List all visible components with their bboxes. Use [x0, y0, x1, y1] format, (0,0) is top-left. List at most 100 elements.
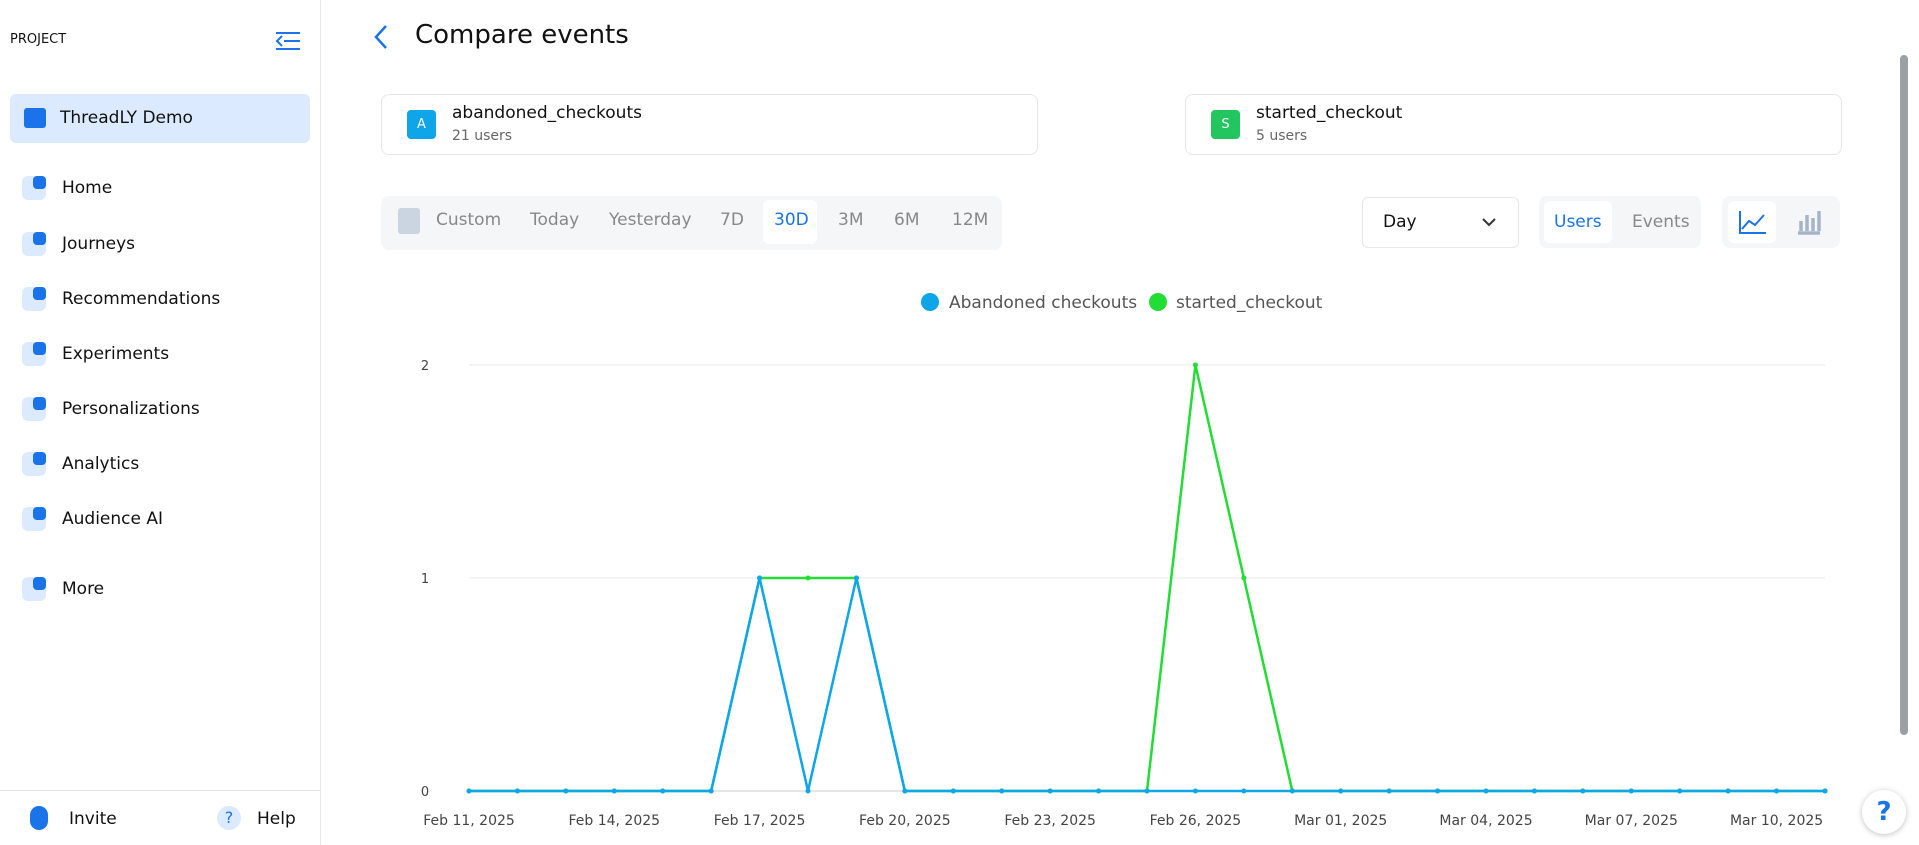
data-point	[708, 788, 714, 794]
nav-label: More	[62, 579, 105, 599]
legend-marker	[921, 293, 939, 311]
data-point	[1241, 575, 1247, 581]
x-tick-label: Feb 26, 2025	[1150, 813, 1242, 829]
metric-events[interactable]: Events	[1632, 212, 1690, 232]
range-button[interactable]: 30D	[774, 210, 809, 230]
data-point	[1435, 788, 1441, 794]
data-point	[563, 788, 569, 794]
data-point	[514, 788, 520, 794]
nav-icon	[22, 577, 46, 601]
nav-item[interactable]: Personalizations	[22, 397, 200, 421]
x-tick-label: Feb 14, 2025	[568, 813, 660, 829]
y-tick-label: 2	[421, 359, 429, 374]
calendar-icon	[398, 208, 420, 234]
data-point	[1289, 788, 1295, 794]
range-button[interactable]: 12M	[952, 210, 989, 230]
range-active-bg	[763, 200, 817, 244]
nav-icon	[22, 507, 46, 531]
data-point	[1580, 788, 1586, 794]
nav-item[interactable]: Audience AI	[22, 507, 163, 531]
nav-label: Experiments	[62, 344, 170, 364]
nav-icon	[22, 452, 46, 476]
nav-item[interactable]: Analytics	[22, 452, 139, 476]
legend-label: started_checkout	[1176, 293, 1323, 313]
event-name: abandoned_checkouts	[452, 103, 642, 123]
data-point	[757, 575, 763, 581]
line-chart-button[interactable]	[1728, 201, 1776, 243]
nav-label: Personalizations	[62, 399, 200, 419]
help-button[interactable]: Help	[257, 809, 296, 829]
data-point	[1192, 788, 1198, 794]
nav-label: Recommendations	[62, 289, 221, 309]
nav-item[interactable]: Journeys	[22, 232, 135, 256]
bar-chart-button[interactable]	[1784, 201, 1832, 243]
nav-label: Analytics	[62, 454, 140, 474]
x-tick-label: Feb 23, 2025	[1004, 813, 1096, 829]
nav-item[interactable]: Experiments	[22, 342, 169, 366]
help-icon: ?	[217, 806, 241, 830]
y-tick-label: 0	[421, 785, 429, 800]
nav-icon	[22, 397, 46, 421]
data-point	[902, 788, 908, 794]
footer-divider	[0, 790, 320, 791]
range-button[interactable]: 3M	[838, 210, 864, 230]
invite-icon	[30, 806, 48, 830]
x-tick-label: Feb 20, 2025	[859, 813, 951, 829]
chart-type-toggle	[1722, 196, 1840, 248]
nav-label: Journeys	[62, 234, 136, 254]
data-point	[611, 788, 617, 794]
event-name: started_checkout	[1256, 103, 1403, 123]
range-button[interactable]: 6M	[894, 210, 920, 230]
range-button[interactable]: Custom	[436, 210, 502, 230]
legend-marker	[1149, 293, 1167, 311]
support-button[interactable]: ?	[1862, 790, 1906, 834]
data-point	[1192, 362, 1198, 368]
range-button[interactable]: Today	[530, 210, 580, 230]
data-point	[1822, 788, 1828, 794]
event-badge: A	[407, 110, 436, 139]
project-selector[interactable]: ThreadLY Demo	[10, 94, 310, 143]
x-tick-label: Mar 04, 2025	[1439, 813, 1532, 829]
x-tick-label: Mar 10, 2025	[1730, 813, 1823, 829]
data-point	[853, 575, 859, 581]
nav-item[interactable]: Home	[22, 176, 112, 200]
sidebar: PROJECT ThreadLY Demo Home Journeys Recomm…	[0, 0, 321, 845]
data-point	[1241, 788, 1247, 794]
x-tick-label: Feb 11, 2025	[423, 813, 515, 829]
invite-button[interactable]: Invite	[69, 809, 117, 829]
data-point	[1144, 788, 1150, 794]
range-button[interactable]: 7D	[720, 210, 744, 230]
nav-item[interactable]: More	[22, 577, 104, 601]
back-button[interactable]	[372, 24, 390, 50]
event-badge: S	[1211, 110, 1240, 139]
data-point	[1628, 788, 1634, 794]
legend-label: Abandoned checkouts	[949, 293, 1137, 313]
nav-label: Home	[62, 178, 113, 198]
data-point	[1483, 788, 1489, 794]
event-users: 21 users	[452, 128, 513, 144]
range-button[interactable]: Yesterday	[609, 210, 692, 230]
granularity-dropdown[interactable]: Day	[1362, 197, 1519, 248]
nav-label: Audience AI	[62, 509, 164, 529]
data-point	[466, 788, 472, 794]
range-bar	[381, 196, 1002, 250]
data-point	[805, 575, 811, 581]
scrollbar	[1900, 55, 1908, 735]
folder-icon	[24, 108, 46, 128]
data-point	[950, 788, 956, 794]
data-point	[1047, 788, 1053, 794]
data-point	[805, 788, 811, 794]
nav-item[interactable]: Recommendations	[22, 287, 220, 311]
x-tick-label: Mar 01, 2025	[1294, 813, 1387, 829]
data-point	[660, 788, 666, 794]
granularity-value: Day	[1383, 212, 1417, 232]
data-point	[1725, 788, 1731, 794]
nav-icon	[22, 342, 46, 366]
collapse-button[interactable]	[274, 30, 302, 52]
data-point	[1096, 788, 1102, 794]
nav-icon	[22, 232, 46, 256]
metric-users[interactable]: Users	[1554, 212, 1602, 232]
